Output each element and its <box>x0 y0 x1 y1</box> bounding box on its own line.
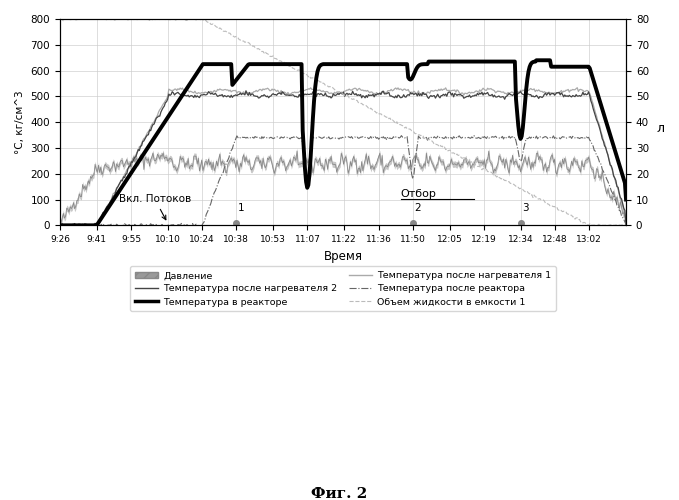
Text: Отбор: Отбор <box>401 189 437 199</box>
Text: 3: 3 <box>522 203 529 213</box>
Legend: Давление, Температура после нагревателя 2, Температура в реакторе, Температура п: Давление, Температура после нагревателя … <box>130 266 556 312</box>
Text: Фиг. 2: Фиг. 2 <box>312 486 367 500</box>
Text: 2: 2 <box>414 203 421 213</box>
Text: 1: 1 <box>238 203 244 213</box>
Y-axis label: л: л <box>656 122 664 135</box>
X-axis label: Время: Время <box>323 250 363 262</box>
Y-axis label: °С, кг/см^3: °С, кг/см^3 <box>15 90 25 154</box>
Text: Вкл. Потоков: Вкл. Потоков <box>119 194 191 220</box>
